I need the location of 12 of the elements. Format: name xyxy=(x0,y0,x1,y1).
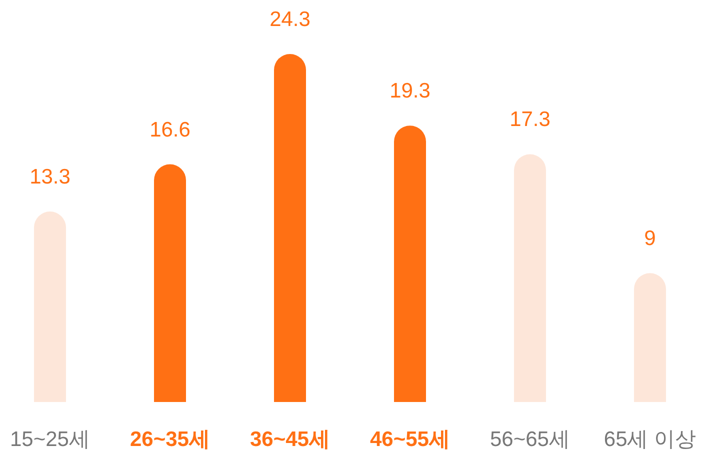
data-label: 17.3 xyxy=(510,108,550,132)
x-tick-label: 26~35세 xyxy=(130,428,210,451)
data-label: 24.3 xyxy=(270,8,310,31)
x-tick-label: 15~25세 xyxy=(10,428,90,451)
x-tick-label: 56~65세 xyxy=(490,428,570,451)
data-label: 13.3 xyxy=(30,166,70,189)
x-tick-label: 46~55세 xyxy=(370,428,450,451)
data-label: 19.3 xyxy=(390,80,430,103)
x-tick-label: 65세 이상 xyxy=(604,428,696,451)
data-label: 9 xyxy=(644,227,656,250)
data-label: 16.6 xyxy=(150,118,190,142)
x-tick-label: 36~45세 xyxy=(250,428,330,451)
